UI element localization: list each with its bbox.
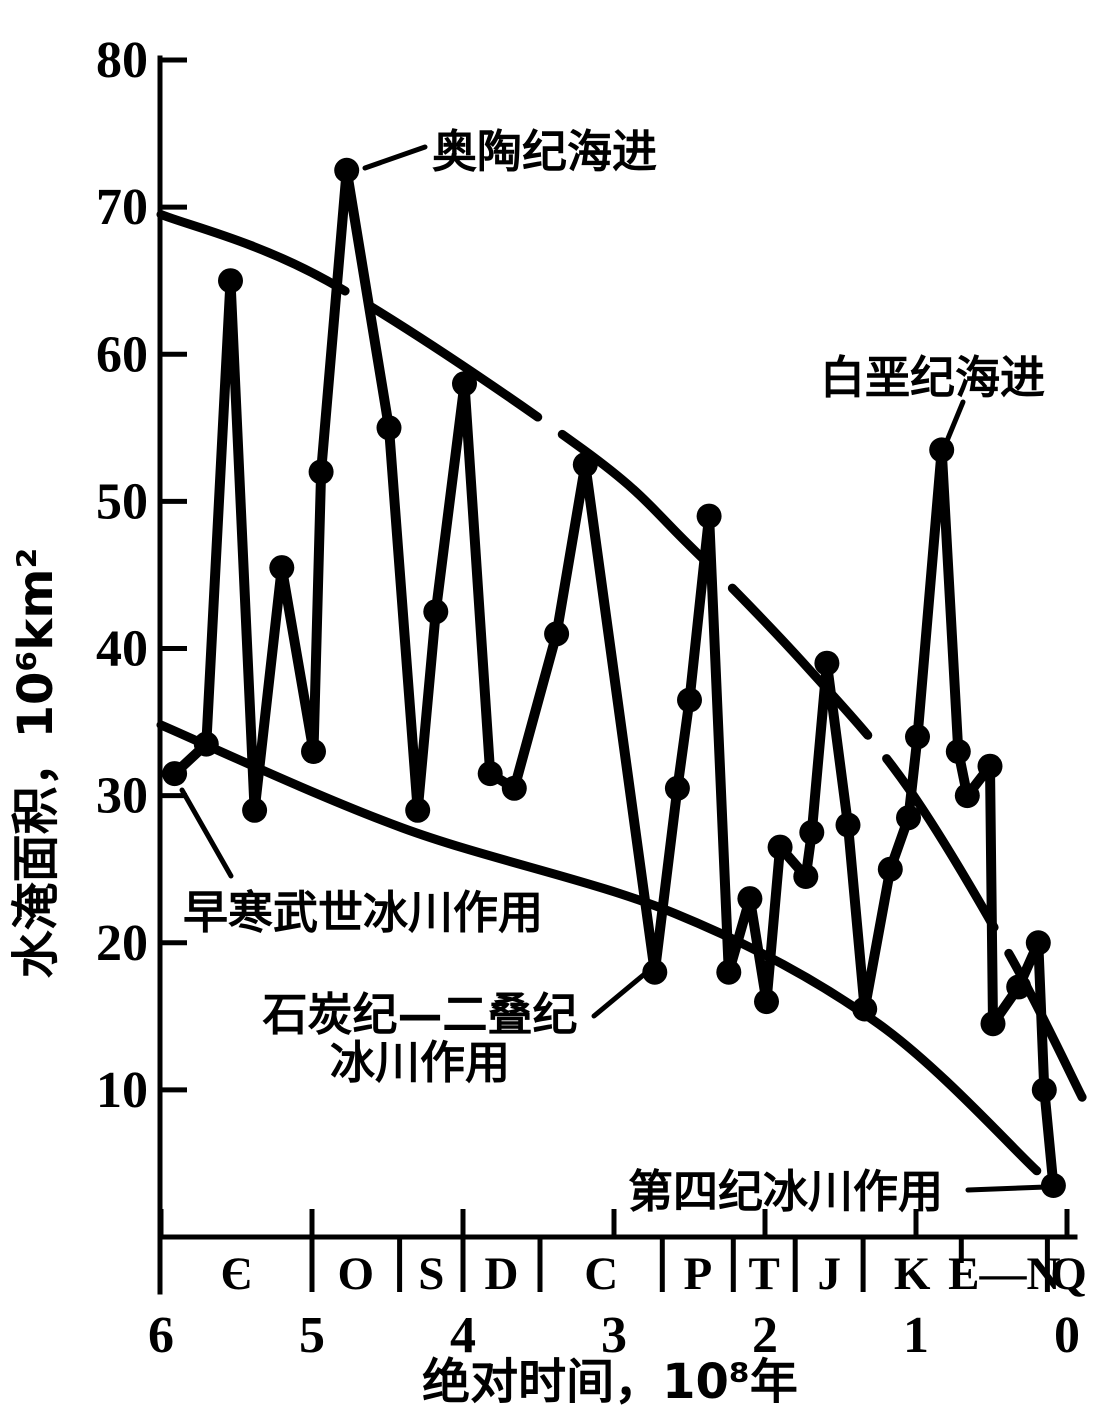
data-point: [896, 805, 921, 831]
annotation-early-cambrian-glaciation: 早寒武世冰川作用: [183, 886, 543, 939]
y-tick-label: 20: [96, 915, 148, 972]
data-point: [799, 819, 825, 845]
data-point: [642, 959, 668, 985]
lower-envelope-curve: [156, 720, 1042, 1176]
data-point: [308, 459, 334, 485]
y-tick-label: 50: [96, 473, 148, 530]
data-point: [162, 761, 188, 787]
x-tick-label: 2: [752, 1307, 778, 1364]
annotation-carboniferous-permian-glaciation: 石炭纪—二叠纪: [262, 988, 577, 1041]
x-tick-label: 4: [450, 1307, 476, 1364]
data-point: [242, 797, 268, 823]
data-point: [269, 555, 295, 581]
data-point: [423, 599, 449, 625]
period-label: J: [817, 1248, 841, 1300]
period-label: K: [894, 1248, 931, 1300]
period-label: Є: [221, 1248, 253, 1300]
data-point: [814, 650, 840, 676]
period-label: C: [584, 1248, 618, 1300]
leader-line-early-cambrian-glaciation: [179, 787, 234, 879]
data-series: [162, 157, 1066, 1198]
data-point: [977, 753, 1003, 779]
period-label: D: [485, 1248, 519, 1300]
leader-line-quaternary-glaciation: [965, 1184, 1049, 1193]
data-point: [677, 687, 702, 713]
data-point: [954, 783, 980, 809]
leader-line-carboniferous-permian-glaciation: [591, 969, 650, 1019]
data-point: [737, 886, 763, 912]
annotation-cretaceous-transgression: 白垩纪海进: [820, 351, 1045, 404]
data-point: [405, 797, 431, 823]
period-label: Q: [1050, 1248, 1087, 1300]
y-tick-label: 40: [96, 621, 148, 678]
data-point: [664, 775, 690, 801]
data-point: [376, 415, 402, 441]
annotation-quaternary-glaciation: 第四纪冰川作用: [628, 1165, 943, 1218]
data-point: [945, 739, 971, 764]
data-point: [793, 864, 819, 889]
data-point: [477, 761, 503, 787]
y-tick-label: 30: [96, 768, 148, 825]
data-point: [1025, 930, 1051, 956]
data-point: [905, 724, 930, 750]
x-tick-label: 3: [601, 1307, 627, 1364]
leader-line-cretaceous-transgression: [941, 399, 966, 451]
data-point: [767, 834, 793, 860]
annotation-ordovician-transgression: 奥陶纪海进: [432, 125, 657, 178]
x-tick-label: 0: [1054, 1307, 1080, 1364]
data-point: [877, 856, 903, 882]
data-point: [1040, 1173, 1066, 1198]
y-tick-label: 80: [96, 32, 148, 89]
y-tick-label: 60: [96, 326, 148, 383]
data-point: [452, 371, 477, 397]
data-point: [193, 731, 219, 757]
data-point: [301, 739, 326, 764]
period-label: P: [683, 1248, 712, 1300]
data-point: [852, 996, 878, 1022]
annotation-carboniferous-permian-glaciation-line2: 冰川作用: [330, 1036, 510, 1089]
leader-line-ordovician-transgression: [362, 144, 428, 171]
data-point: [218, 268, 243, 294]
x-tick-label: 1: [903, 1307, 929, 1364]
data-point: [501, 775, 527, 801]
data-point: [1031, 1077, 1057, 1103]
period-label: S: [418, 1248, 444, 1300]
y-tick-label: 10: [96, 1062, 148, 1119]
data-point: [929, 437, 955, 463]
x-axis-title: 绝对时间，10⁸年: [422, 1354, 798, 1410]
data-point: [835, 812, 861, 838]
y-axis-title: 水淹面积，10⁶km²: [8, 548, 64, 979]
data-point: [754, 989, 779, 1015]
data-point: [716, 959, 742, 985]
data-point: [1006, 974, 1032, 1000]
data-point: [980, 1011, 1006, 1037]
data-point: [572, 452, 598, 478]
y-tick-label: 70: [96, 179, 148, 236]
x-tick-label: 6: [148, 1307, 174, 1364]
period-label: O: [338, 1248, 375, 1300]
data-point: [544, 621, 570, 647]
period-label: T: [749, 1248, 780, 1300]
period-label: E—N: [948, 1248, 1060, 1300]
x-tick-label: 5: [299, 1307, 325, 1364]
data-point: [696, 503, 722, 529]
data-point: [334, 157, 360, 183]
